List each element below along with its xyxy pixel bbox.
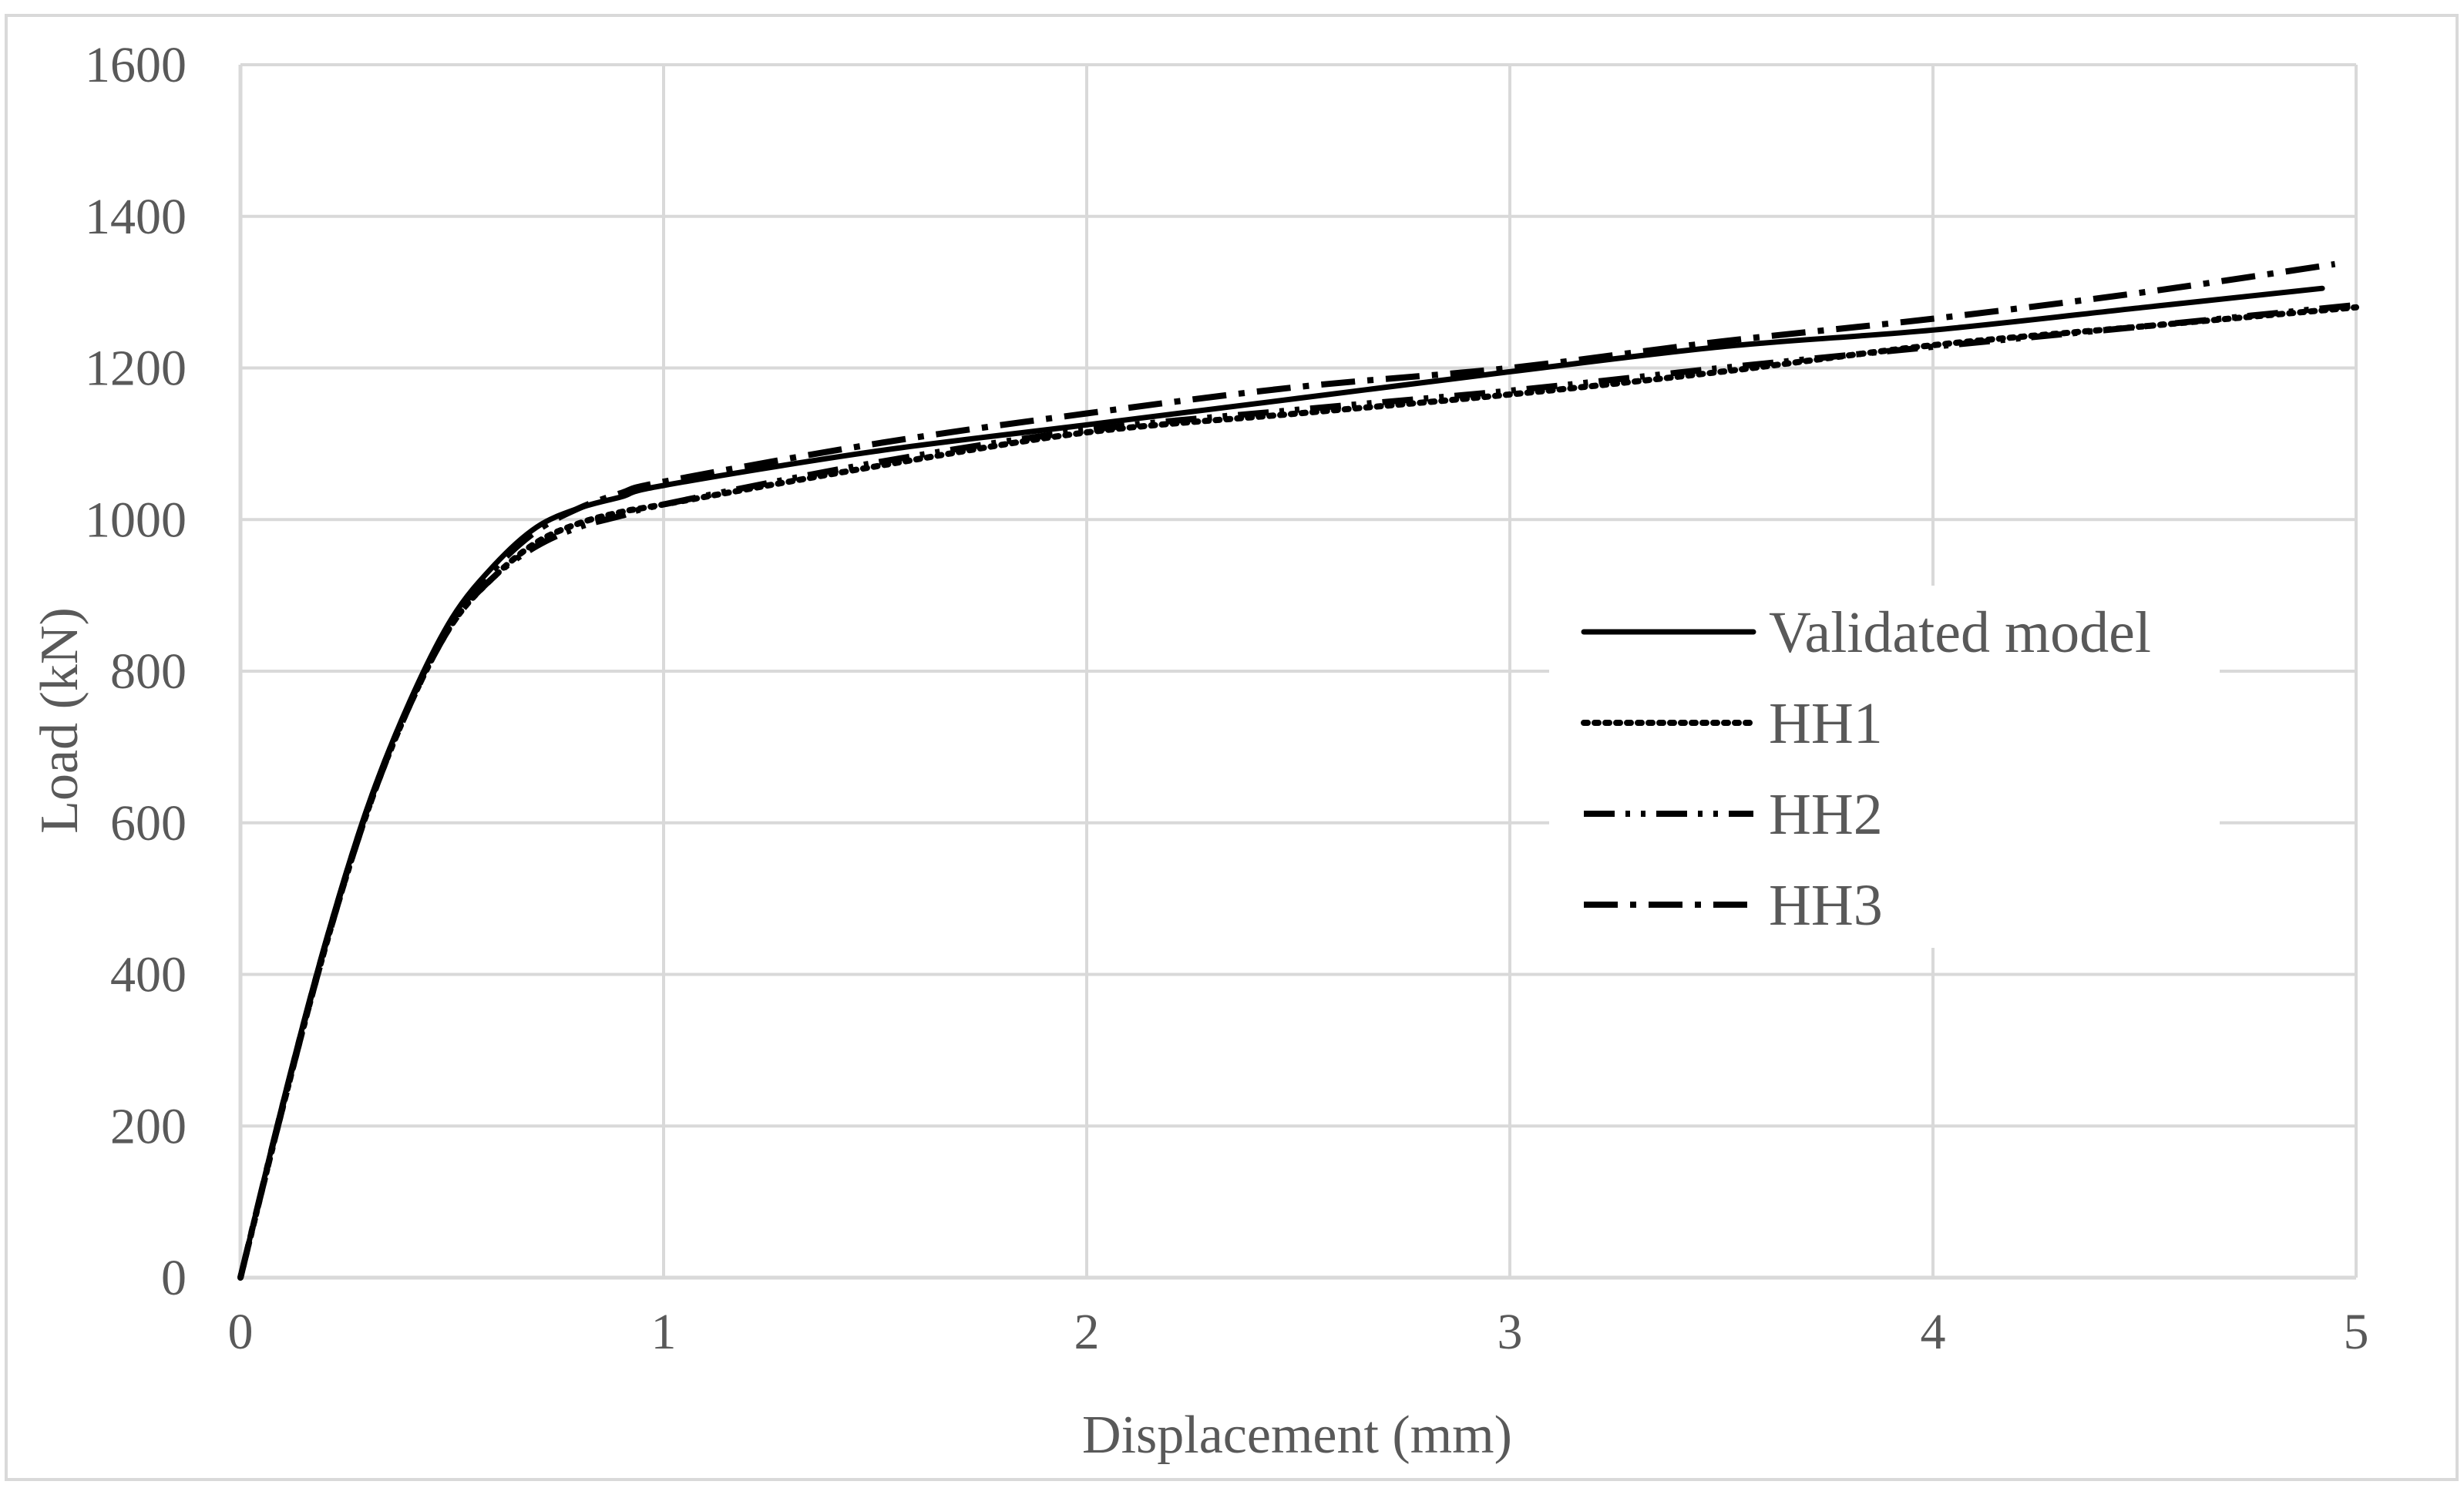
y-tick-label: 200 [110,1098,187,1154]
y-tick-label: 0 [161,1250,187,1306]
legend: Validated model HH1 HH2 HH3 [1549,586,2220,948]
grid-lines [238,63,2358,1280]
x-tick-label: 0 [228,1304,254,1360]
x-tick-label: 1 [651,1304,677,1360]
tick-labels: 0 200 400 600 800 1000 1200 1400 1600 0 1 2 3 4 5 [85,37,2369,1360]
y-tick-label: 1600 [85,37,187,93]
data-series [237,260,2359,1281]
x-tick-label: 2 [1074,1304,1100,1360]
y-tick-label: 1000 [85,492,187,548]
y-tick-label: 1200 [85,341,187,397]
legend-background [1549,586,2220,948]
y-tick-label: 600 [110,795,187,851]
x-tick-label: 4 [1921,1304,1946,1360]
y-tick-label: 1400 [85,189,187,245]
legend-label-hh2: HH2 [1769,782,1883,847]
legend-label-validated-model: Validated model [1769,600,2151,665]
legend-label-hh3: HH3 [1769,873,1883,938]
y-tick-label: 400 [110,947,187,1003]
x-axis-label: Displacement (mm) [1082,1406,1512,1465]
legend-label-hh1: HH1 [1769,691,1883,756]
y-tick-label: 800 [110,643,187,700]
x-tick-label: 3 [1498,1304,1523,1360]
x-tick-label: 5 [2344,1304,2369,1360]
y-axis-label: Load (kN) [30,607,89,834]
series-line-validated-model [237,285,2325,1281]
